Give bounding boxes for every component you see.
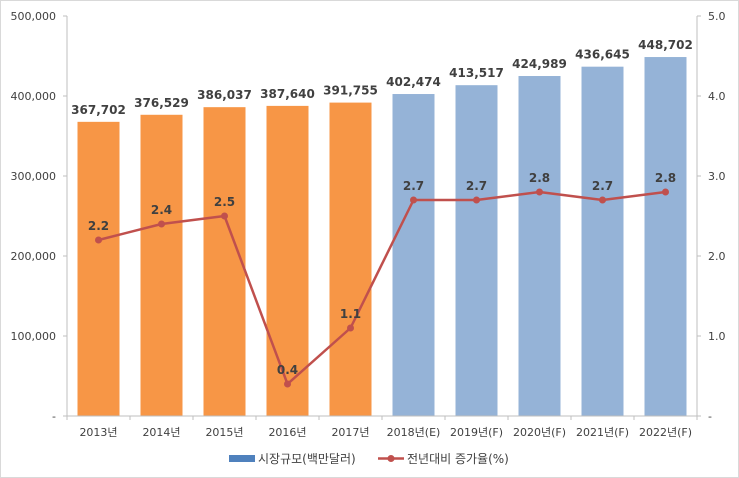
y-right-tick-3: 3.0 [708,170,726,183]
bar-6 [455,85,498,416]
bar-label-3: 387,640 [260,87,315,101]
line-label-8: 2.7 [592,179,613,193]
bar-3 [266,105,309,416]
bar-9 [644,57,687,417]
y-left-tick-0: - [52,410,56,423]
x-tick-6: 2019년(F) [450,426,503,439]
x-tick-7: 2020년(F) [513,426,566,439]
x-tick-9: 2022년(F) [639,426,692,439]
bar-label-5: 402,474 [386,75,441,89]
data-labels: 367,702 376,529 386,037 387,640 391,755 402,4… [71,38,693,377]
x-tick-5: 2018년(E) [387,426,441,439]
bar-8 [581,66,624,417]
line-label-3: 0.4 [277,363,298,377]
line-label-1: 2.4 [151,203,172,217]
line-layer [95,188,669,388]
x-tick-2: 2015년 [205,426,243,439]
bar-label-4: 391,755 [323,84,378,98]
bar-1 [140,114,183,417]
bar-label-2: 386,037 [197,88,252,102]
growth-point-9 [662,188,669,196]
axes: - 100,000 200,000 300,000 400,000 500,000 - 1.0… [11,10,726,439]
growth-point-4 [347,324,354,332]
legend-bar-swatch [229,455,255,462]
x-tick-8: 2021년(F) [576,426,629,439]
y-right-tick-0: - [708,410,712,423]
bar-label-8: 436,645 [575,48,630,62]
y-left-tick-3: 300,000 [11,170,57,183]
bar-label-9: 448,702 [638,38,693,52]
growth-point-5 [410,196,417,204]
bar-label-7: 424,989 [512,57,567,71]
y-right-tick-4: 4.0 [708,90,726,103]
y-left-tick-4: 400,000 [11,90,57,103]
bar-2 [203,107,246,416]
growth-point-1 [158,220,165,228]
line-label-9: 2.8 [655,171,676,185]
x-tick-0: 2013년 [79,426,117,439]
y-left-tick-5: 500,000 [11,10,57,23]
line-label-0: 2.2 [88,219,109,233]
line-label-4: 1.1 [340,307,361,321]
legend-bar-label: 시장규모(백만달러) [258,452,356,466]
legend-line-marker [387,455,395,462]
growth-point-0 [95,236,102,244]
bar-4 [329,102,372,416]
line-label-5: 2.7 [403,179,424,193]
legend: 시장규모(백만달러) 전년대비 증가율(%) [229,452,509,466]
growth-point-2 [221,212,228,220]
line-label-6: 2.7 [466,179,487,193]
growth-point-8 [599,196,606,204]
line-label-7: 2.8 [529,171,550,185]
x-tick-3: 2016년 [268,426,306,439]
bar-label-6: 413,517 [449,66,504,80]
bar-label-0: 367,702 [71,103,126,117]
bar-7 [518,76,561,417]
y-left-tick-1: 100,000 [11,330,57,343]
y-right-tick-2: 2.0 [708,250,726,263]
y-right-tick-1: 1.0 [708,330,726,343]
line-label-2: 2.5 [214,195,235,209]
x-tick-1: 2014년 [142,426,180,439]
growth-point-7 [536,188,543,196]
growth-point-6 [473,196,480,204]
legend-line-label: 전년대비 증가율(%) [407,452,509,466]
bars [77,57,687,417]
bar-0 [77,121,120,416]
growth-point-3 [284,380,291,388]
bar-5 [392,94,435,416]
y-left-tick-2: 200,000 [11,250,57,263]
y-right-tick-5: 5.0 [708,10,726,23]
growth-line [98,190,666,386]
x-tick-4: 2017년 [331,426,369,439]
bar-label-1: 376,529 [134,96,189,110]
